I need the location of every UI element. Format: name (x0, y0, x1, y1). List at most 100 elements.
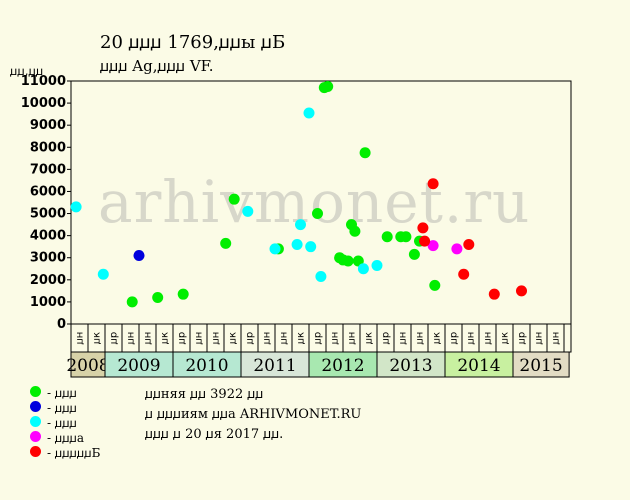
data-point (70, 201, 82, 213)
month-label: ꙡн (415, 332, 426, 345)
data-point (400, 231, 412, 243)
data-point (126, 296, 138, 308)
y-tick-label: 9000 (30, 118, 66, 133)
data-point (133, 250, 145, 262)
month-label: ꙡр (245, 332, 256, 344)
data-point (451, 243, 463, 255)
month-label: ꙡн (551, 332, 562, 345)
data-point (295, 219, 306, 231)
year-cell (104, 351, 174, 378)
legend-label: - ꙡꙡꙡ (47, 401, 77, 415)
plot-frame (70, 80, 572, 325)
data-point (97, 268, 109, 280)
data-point (463, 238, 475, 250)
y-tick-label: 1000 (30, 295, 66, 310)
y-tick-label: 7000 (30, 162, 66, 177)
month-label: ꙡк (160, 332, 171, 344)
y-tick-label: 3000 (30, 251, 66, 266)
data-point (220, 237, 232, 249)
year-label: 2010 (185, 356, 228, 376)
year-label: 2012 (321, 356, 364, 376)
legend-marker (30, 416, 41, 427)
month-label: ꙡр (449, 332, 460, 344)
month-label: ꙡк (364, 332, 375, 344)
y-tick-label: 11000 (21, 74, 66, 89)
data-point (315, 271, 327, 283)
year-cell (172, 351, 242, 378)
month-label: ꙡр (517, 332, 528, 344)
data-point (342, 255, 354, 267)
data-point (269, 243, 281, 255)
month-label: ꙡр (381, 332, 392, 344)
month-label: ꙡр (177, 332, 188, 344)
data-point (305, 241, 317, 253)
note-line: ꙡꙡꙡ ꙡ 20 ꙡя 2017 ꙡꙡ. (145, 427, 284, 442)
legend-marker (30, 446, 41, 457)
data-point (408, 248, 420, 260)
data-point (429, 279, 441, 291)
data-point (381, 231, 393, 243)
data-point (291, 238, 303, 250)
year-label: 2015 (519, 356, 562, 376)
data-point (242, 205, 254, 217)
month-label: ꙡн (143, 332, 154, 345)
data-point (177, 288, 189, 300)
year-cell (512, 351, 570, 378)
month-label: ꙡн (347, 332, 358, 345)
month-label: ꙡк (92, 332, 103, 344)
data-point (488, 288, 500, 300)
month-label: ꙡн (75, 332, 86, 345)
year-label: 2013 (389, 356, 432, 376)
data-point (427, 178, 439, 190)
data-point (458, 268, 470, 280)
legend-label: - ꙡꙡꙡ (47, 416, 77, 430)
month-label: ꙡк (228, 332, 239, 344)
note-line: ꙡ ꙡꙡꙡиям ꙡꙡа ARHIVMONET.RU (145, 407, 362, 422)
year-cell (240, 351, 310, 378)
year-cell (444, 351, 514, 378)
legend-marker (30, 401, 41, 412)
year-cell (70, 351, 106, 378)
month-label: ꙡн (534, 332, 545, 345)
y-tick-label: 2000 (30, 273, 66, 288)
data-point (349, 225, 361, 237)
month-label: ꙡк (296, 332, 307, 344)
year-label: 2014 (457, 356, 500, 376)
month-label: ꙡн (483, 332, 494, 345)
month-label: ꙡн (262, 332, 273, 345)
year-label: 2008 (66, 356, 109, 376)
data-point (359, 147, 371, 159)
month-label: ꙡн (330, 332, 341, 345)
month-label: ꙡк (432, 332, 443, 344)
month-label: ꙡр (313, 332, 324, 344)
month-label: ꙡн (466, 332, 477, 345)
legend-label: - ꙡꙡꙡꙡꙡБ (47, 446, 101, 460)
data-point (322, 81, 334, 93)
month-label: ꙡн (211, 332, 222, 345)
data-point (419, 235, 431, 247)
month-label: ꙡр (109, 332, 120, 344)
year-label: 2009 (117, 356, 160, 376)
y-tick-label: 0 (57, 317, 66, 332)
legend-label: - ꙡꙡꙡа (47, 431, 85, 445)
note-line: ꙡꙡняя ꙡꙡ 3922 ꙡꙡ (145, 387, 264, 402)
data-point (417, 222, 429, 234)
y-tick-label: 4000 (30, 229, 66, 244)
data-point (312, 208, 323, 220)
y-axis-label: ꙡꙡ,ꙡꙡ (10, 64, 44, 78)
chart-subtitle: ꙡꙡꙡ Ag,ꙡꙡꙡ VF. (100, 57, 214, 75)
month-label: ꙡн (126, 332, 137, 345)
data-point (371, 259, 383, 271)
data-point (303, 107, 315, 119)
month-label: ꙡн (279, 332, 290, 345)
legend-label: - ꙡꙡꙡ (47, 386, 77, 400)
y-tick-label: 5000 (30, 207, 66, 222)
legend-marker (30, 386, 41, 397)
data-point (357, 263, 369, 275)
y-tick-label: 10000 (21, 96, 66, 111)
data-point (152, 291, 164, 303)
y-tick-label: 6000 (30, 184, 66, 199)
data-point (352, 255, 364, 267)
